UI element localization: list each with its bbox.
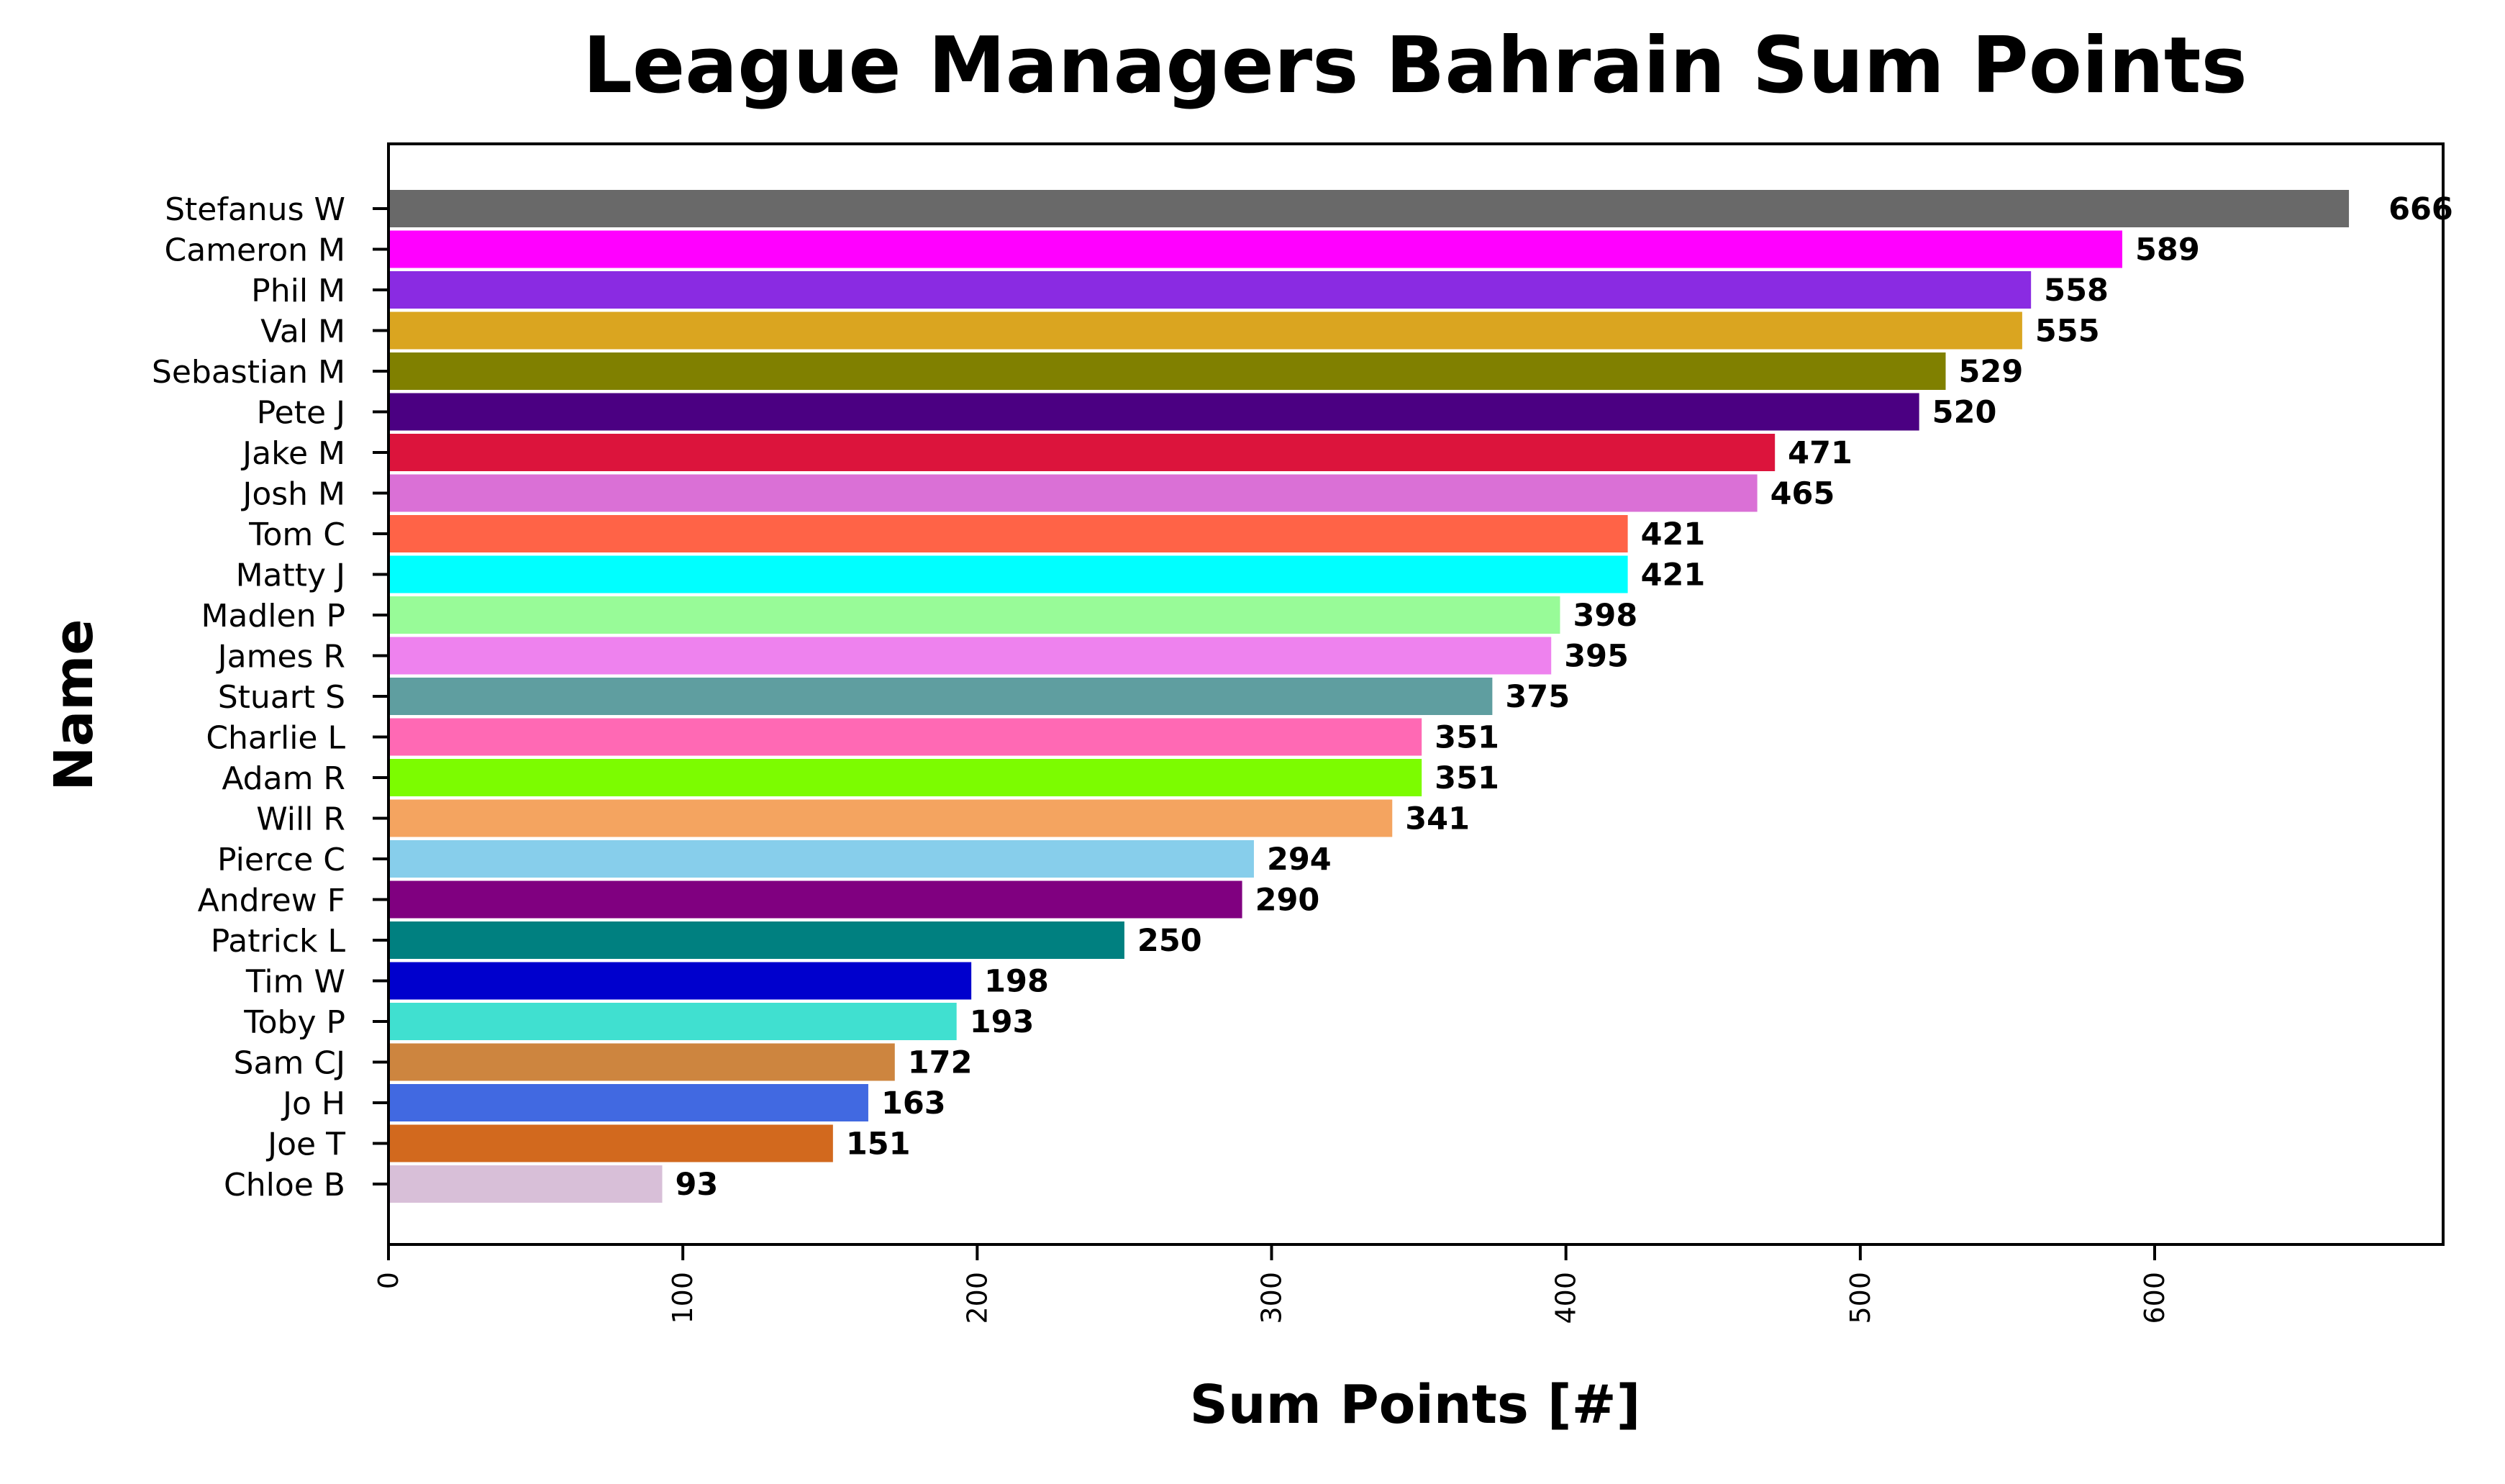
- data-label: 163: [881, 1085, 946, 1121]
- bar-chloe-b: [388, 1165, 663, 1203]
- y-tick-label: Charlie L: [206, 720, 345, 757]
- bar-toby-p: [388, 1003, 957, 1040]
- data-label: 471: [1788, 435, 1852, 471]
- data-label: 375: [1505, 679, 1570, 715]
- data-labels-layer: 6665895585555295204714654214213983953753…: [676, 191, 2453, 1203]
- y-tick-label: Joe T: [265, 1126, 345, 1163]
- data-label: 529: [1959, 354, 2024, 390]
- y-tick-label: James R: [216, 639, 345, 675]
- data-label: 198: [984, 964, 1049, 1000]
- y-tick-label: Sam CJ: [234, 1045, 345, 1082]
- y-tick-label: Madlen P: [201, 598, 345, 634]
- data-label: 193: [970, 1004, 1035, 1040]
- bar-tom-c: [388, 515, 1628, 552]
- y-axis-title: Name: [43, 619, 105, 791]
- data-label: 421: [1641, 516, 1706, 552]
- data-label: 250: [1137, 923, 1202, 959]
- y-tick-label: Val M: [260, 314, 345, 350]
- y-tick-label: Cameron M: [165, 232, 346, 269]
- bars-layer: [388, 190, 2350, 1203]
- bar-phil-m: [388, 271, 2032, 309]
- y-tick-label: Tom C: [248, 516, 345, 553]
- bar-will-r: [388, 799, 1393, 837]
- data-label: 172: [908, 1045, 973, 1081]
- bar-cameron-m: [388, 230, 2123, 268]
- y-tick-label: Chloe B: [224, 1167, 345, 1203]
- y-tick-label: Pierce C: [217, 842, 345, 878]
- bar-val-m: [388, 311, 2022, 350]
- y-tick-label: Stefanus W: [165, 191, 345, 228]
- x-tick-label: 500: [1845, 1272, 1876, 1324]
- bar-joe-t: [388, 1124, 833, 1162]
- data-label: 351: [1435, 720, 1499, 756]
- bar-adam-r: [388, 759, 1422, 796]
- x-axis: 0 100 200 300 400 500 600: [373, 1244, 2170, 1324]
- data-label: 341: [1405, 801, 1470, 837]
- data-label: 151: [846, 1126, 911, 1162]
- y-tick-label: Josh M: [240, 476, 345, 513]
- bar-charlie-l: [388, 718, 1422, 756]
- x-axis-title: Sum Points [#]: [1190, 1374, 1641, 1436]
- data-label: 351: [1435, 760, 1499, 796]
- y-tick-label: Adam R: [222, 760, 345, 797]
- bar-sebastian-m: [388, 352, 1946, 390]
- data-label: 558: [2044, 273, 2109, 309]
- x-tick-label: 200: [961, 1272, 993, 1324]
- y-axis: Stefanus W Cameron M Phil M Val M Sebastian …: [152, 191, 388, 1203]
- bar-stefanus-w: [388, 190, 2350, 227]
- bar-tim-w: [388, 962, 972, 1000]
- bar-patrick-l: [388, 921, 1124, 959]
- y-tick-label: Patrick L: [211, 923, 346, 960]
- chart-title: League Managers Bahrain Sum Points: [583, 21, 2247, 111]
- bar-pierce-c: [388, 840, 1254, 878]
- y-tick-label: Stuart S: [218, 679, 345, 716]
- data-label: 465: [1770, 476, 1835, 512]
- y-tick-label: Sebastian M: [152, 354, 345, 391]
- bar-josh-m: [388, 474, 1758, 512]
- plot-frame: [387, 142, 2445, 1246]
- data-label: 520: [1932, 395, 1997, 431]
- bar-madlen-p: [388, 596, 1560, 634]
- data-label: 589: [2135, 232, 2200, 268]
- data-label: 555: [2035, 314, 2100, 350]
- y-tick-label: Tim W: [245, 964, 345, 1001]
- bar-andrew-f: [388, 880, 1242, 919]
- data-label: 93: [676, 1167, 719, 1203]
- data-label: 290: [1255, 883, 1320, 919]
- bar-jo-h: [388, 1084, 868, 1121]
- y-tick-label: Will R: [256, 801, 345, 838]
- y-tick-label: Andrew F: [198, 883, 345, 919]
- data-label: 398: [1573, 598, 1637, 634]
- y-tick-label: Pete J: [257, 395, 345, 432]
- x-tick-label: 600: [2139, 1272, 2170, 1324]
- bar-james-r: [388, 637, 1552, 675]
- bar-jake-m: [388, 434, 1776, 471]
- data-label: 294: [1267, 842, 1332, 878]
- bar-stuart-s: [388, 678, 1493, 715]
- y-tick-label: Jake M: [240, 435, 345, 472]
- data-label: 421: [1641, 557, 1706, 593]
- y-tick-label: Matty J: [236, 557, 345, 594]
- bar-pete-j: [388, 393, 1919, 431]
- x-tick-label: 300: [1256, 1272, 1288, 1324]
- bar-matty-j: [388, 555, 1628, 593]
- x-tick-label: 0: [373, 1272, 404, 1289]
- bar-sam-cj: [388, 1043, 895, 1081]
- y-tick-label: Toby P: [243, 1004, 345, 1041]
- x-tick-label: 100: [667, 1272, 699, 1324]
- y-tick-label: Jo H: [281, 1085, 345, 1122]
- y-tick-label: Phil M: [251, 273, 345, 309]
- x-tick-label: 400: [1550, 1272, 1582, 1324]
- data-label: 395: [1564, 639, 1629, 675]
